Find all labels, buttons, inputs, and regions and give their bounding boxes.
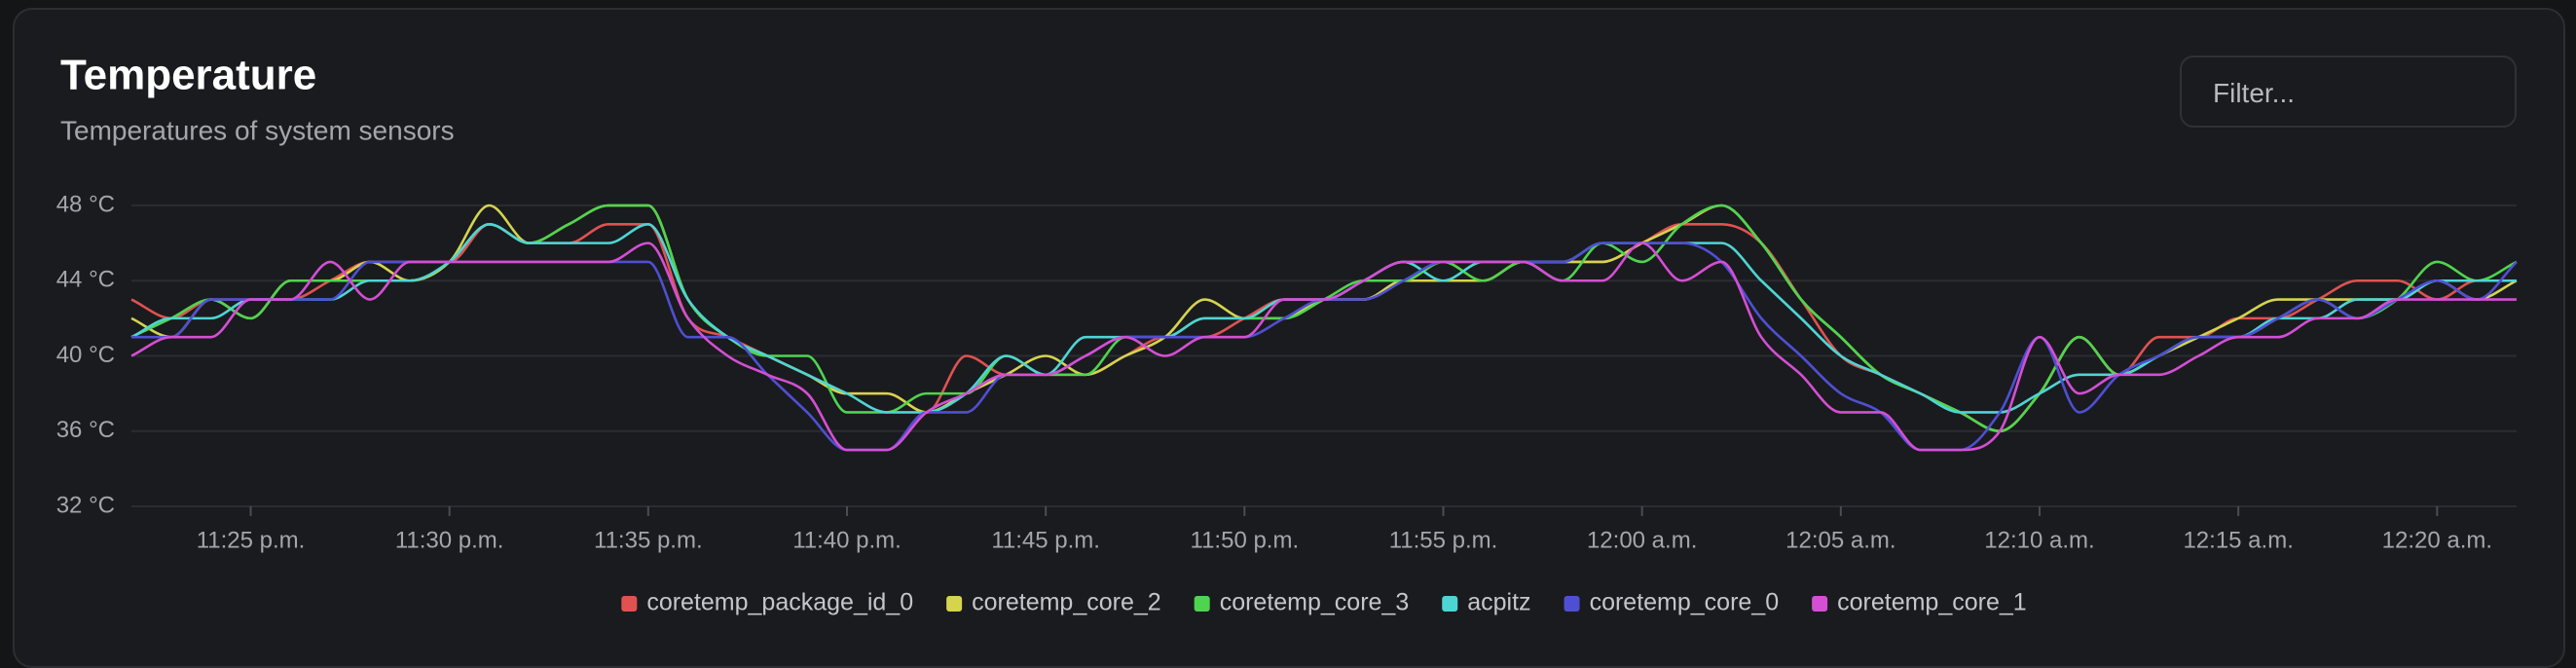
chart-subtitle: Temperatures of system sensors [60, 115, 455, 145]
x-tick-label: 12:20 a.m. [2382, 527, 2492, 553]
y-tick-label: 36 °C [56, 417, 115, 443]
y-tick-label: 40 °C [56, 342, 115, 368]
series-line [130, 204, 2518, 433]
series-line [130, 241, 2517, 452]
legend-label: coretemp_core_3 [1220, 589, 1410, 616]
legend-label: acpitz [1467, 589, 1530, 616]
y-tick-label: 32 °C [56, 492, 115, 518]
x-tick-label: 12:05 a.m. [1785, 527, 1895, 553]
x-tick-label: 12:10 a.m. [1984, 527, 2094, 553]
series-line [130, 223, 2517, 433]
legend-swatch [946, 596, 963, 612]
y-tick-label: 44 °C [56, 267, 115, 293]
legend: coretemp_package_id_0 coretemp_core_2 core… [621, 589, 2027, 616]
x-tick-label: 11:55 p.m. [1389, 527, 1498, 553]
x-tick-label: 11:50 p.m. [1191, 527, 1300, 553]
y-tick-label: 48 °C [56, 191, 115, 217]
legend-label: coretemp_core_0 [1590, 589, 1780, 616]
series-line [131, 241, 2518, 452]
legend-label: coretemp_package_id_0 [646, 589, 913, 616]
legend-label: coretemp_core_2 [972, 589, 1161, 616]
legend-swatch [1812, 596, 1828, 612]
x-tick-label: 12:15 a.m. [2183, 527, 2293, 553]
x-tick-label: 12:00 a.m. [1587, 527, 1697, 553]
series-line [130, 204, 2518, 433]
x-tick-label: 11:40 p.m. [792, 527, 902, 553]
legend-swatch [621, 596, 638, 612]
filter-input[interactable]: Filter... [2180, 56, 2517, 128]
chart-title: Temperature [60, 52, 316, 99]
x-tick-label: 11:45 p.m. [991, 527, 1100, 553]
x-tick-label: 11:25 p.m. [197, 527, 306, 553]
series-line [130, 223, 2517, 414]
legend-swatch [1194, 596, 1210, 612]
card [13, 8, 2565, 668]
x-tick-label: 11:35 p.m. [594, 527, 703, 553]
legend-swatch [1442, 596, 1458, 612]
legend-label: coretemp_core_1 [1837, 589, 2027, 616]
legend-swatch [1564, 596, 1580, 612]
x-tick-label: 11:30 p.m. [395, 527, 504, 553]
